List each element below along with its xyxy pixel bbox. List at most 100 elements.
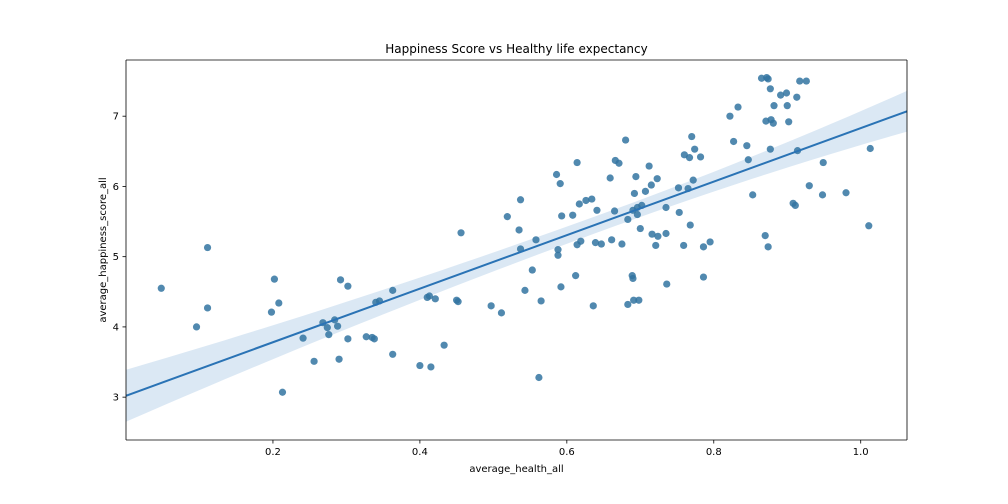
y-axis-label: average_happiness_score_all	[98, 177, 109, 322]
data-point	[769, 119, 777, 127]
data-point	[610, 207, 619, 215]
data-point	[552, 170, 561, 179]
data-point	[267, 308, 276, 316]
data-point	[275, 299, 283, 307]
y-tick-label: 5	[113, 252, 119, 263]
data-point	[344, 282, 352, 290]
data-point	[818, 191, 827, 199]
data-point	[528, 266, 536, 274]
data-point	[608, 236, 616, 244]
data-point	[866, 144, 874, 153]
data-point	[532, 236, 540, 244]
data-point	[615, 159, 623, 167]
y-tick-label: 4	[113, 322, 119, 333]
data-point	[662, 203, 670, 212]
data-point	[782, 89, 791, 97]
data-point	[335, 355, 343, 363]
data-point	[785, 118, 793, 126]
data-point	[336, 276, 345, 284]
data-point	[389, 350, 397, 358]
data-point	[654, 232, 662, 240]
data-point	[766, 85, 774, 93]
data-point	[674, 184, 683, 192]
data-point	[743, 142, 751, 150]
data-point	[203, 243, 212, 252]
data-point	[652, 241, 660, 250]
data-point	[783, 102, 791, 110]
data-point	[192, 323, 201, 331]
data-point	[278, 388, 287, 396]
x-tick-label: 0.6	[559, 447, 575, 458]
data-point	[819, 158, 827, 167]
data-point	[805, 182, 813, 190]
data-point	[624, 215, 632, 224]
x-axis-ticks: 0.2 0.4 0.6 0.8 1.0	[265, 440, 869, 458]
axes-frame	[125, 59, 908, 441]
data-point	[691, 145, 699, 153]
data-point	[699, 273, 708, 281]
data-point	[734, 103, 742, 111]
data-point	[749, 191, 757, 199]
data-point	[521, 286, 529, 294]
data-point	[624, 300, 632, 309]
data-point	[454, 298, 462, 306]
data-point	[573, 158, 581, 167]
data-point	[554, 246, 562, 254]
data-point	[618, 240, 626, 248]
data-point	[629, 274, 637, 283]
data-point	[425, 292, 434, 300]
data-point	[622, 136, 630, 144]
data-point	[793, 93, 801, 101]
data-point	[457, 229, 465, 237]
data-point	[537, 297, 545, 305]
data-point	[686, 221, 694, 229]
data-point	[310, 357, 318, 365]
data-point	[636, 224, 644, 233]
data-point	[577, 237, 585, 245]
data-point	[582, 196, 590, 205]
data-point	[334, 322, 342, 330]
data-point	[653, 175, 661, 183]
data-point	[606, 174, 614, 182]
data-point	[641, 187, 650, 195]
data-point	[497, 309, 506, 317]
data-point	[706, 238, 714, 246]
data-point	[842, 189, 850, 197]
data-point	[370, 335, 378, 343]
data-point	[645, 162, 653, 170]
data-point	[440, 341, 448, 349]
data-point	[362, 333, 370, 341]
data-point	[726, 112, 734, 120]
data-point	[325, 331, 333, 339]
data-point	[575, 200, 583, 208]
points-layer	[157, 73, 874, 396]
data-point	[688, 132, 696, 141]
confidence-band	[126, 90, 907, 422]
data-point	[796, 77, 804, 85]
y-axis-ticks: 3 4 5 6 7	[113, 112, 126, 404]
x-tick-label: 0.4	[412, 447, 428, 458]
regression-line	[126, 110, 907, 397]
data-point	[630, 189, 639, 198]
data-point	[344, 335, 352, 343]
data-point	[416, 361, 424, 370]
data-point	[648, 230, 656, 238]
data-point	[689, 176, 697, 184]
data-point	[270, 275, 279, 283]
data-point	[569, 211, 577, 219]
x-tick-label: 0.2	[265, 447, 281, 458]
y-tick-label: 3	[113, 393, 119, 404]
data-point	[802, 77, 810, 85]
data-point	[699, 243, 708, 251]
data-point	[696, 153, 705, 161]
data-point	[685, 154, 694, 162]
data-point	[554, 251, 562, 259]
data-point	[558, 212, 566, 220]
data-point	[503, 213, 511, 221]
data-point	[487, 302, 495, 310]
x-axis-label: average_health_all	[469, 464, 563, 475]
data-point	[203, 304, 212, 312]
data-point	[633, 210, 641, 219]
data-point	[556, 180, 564, 188]
